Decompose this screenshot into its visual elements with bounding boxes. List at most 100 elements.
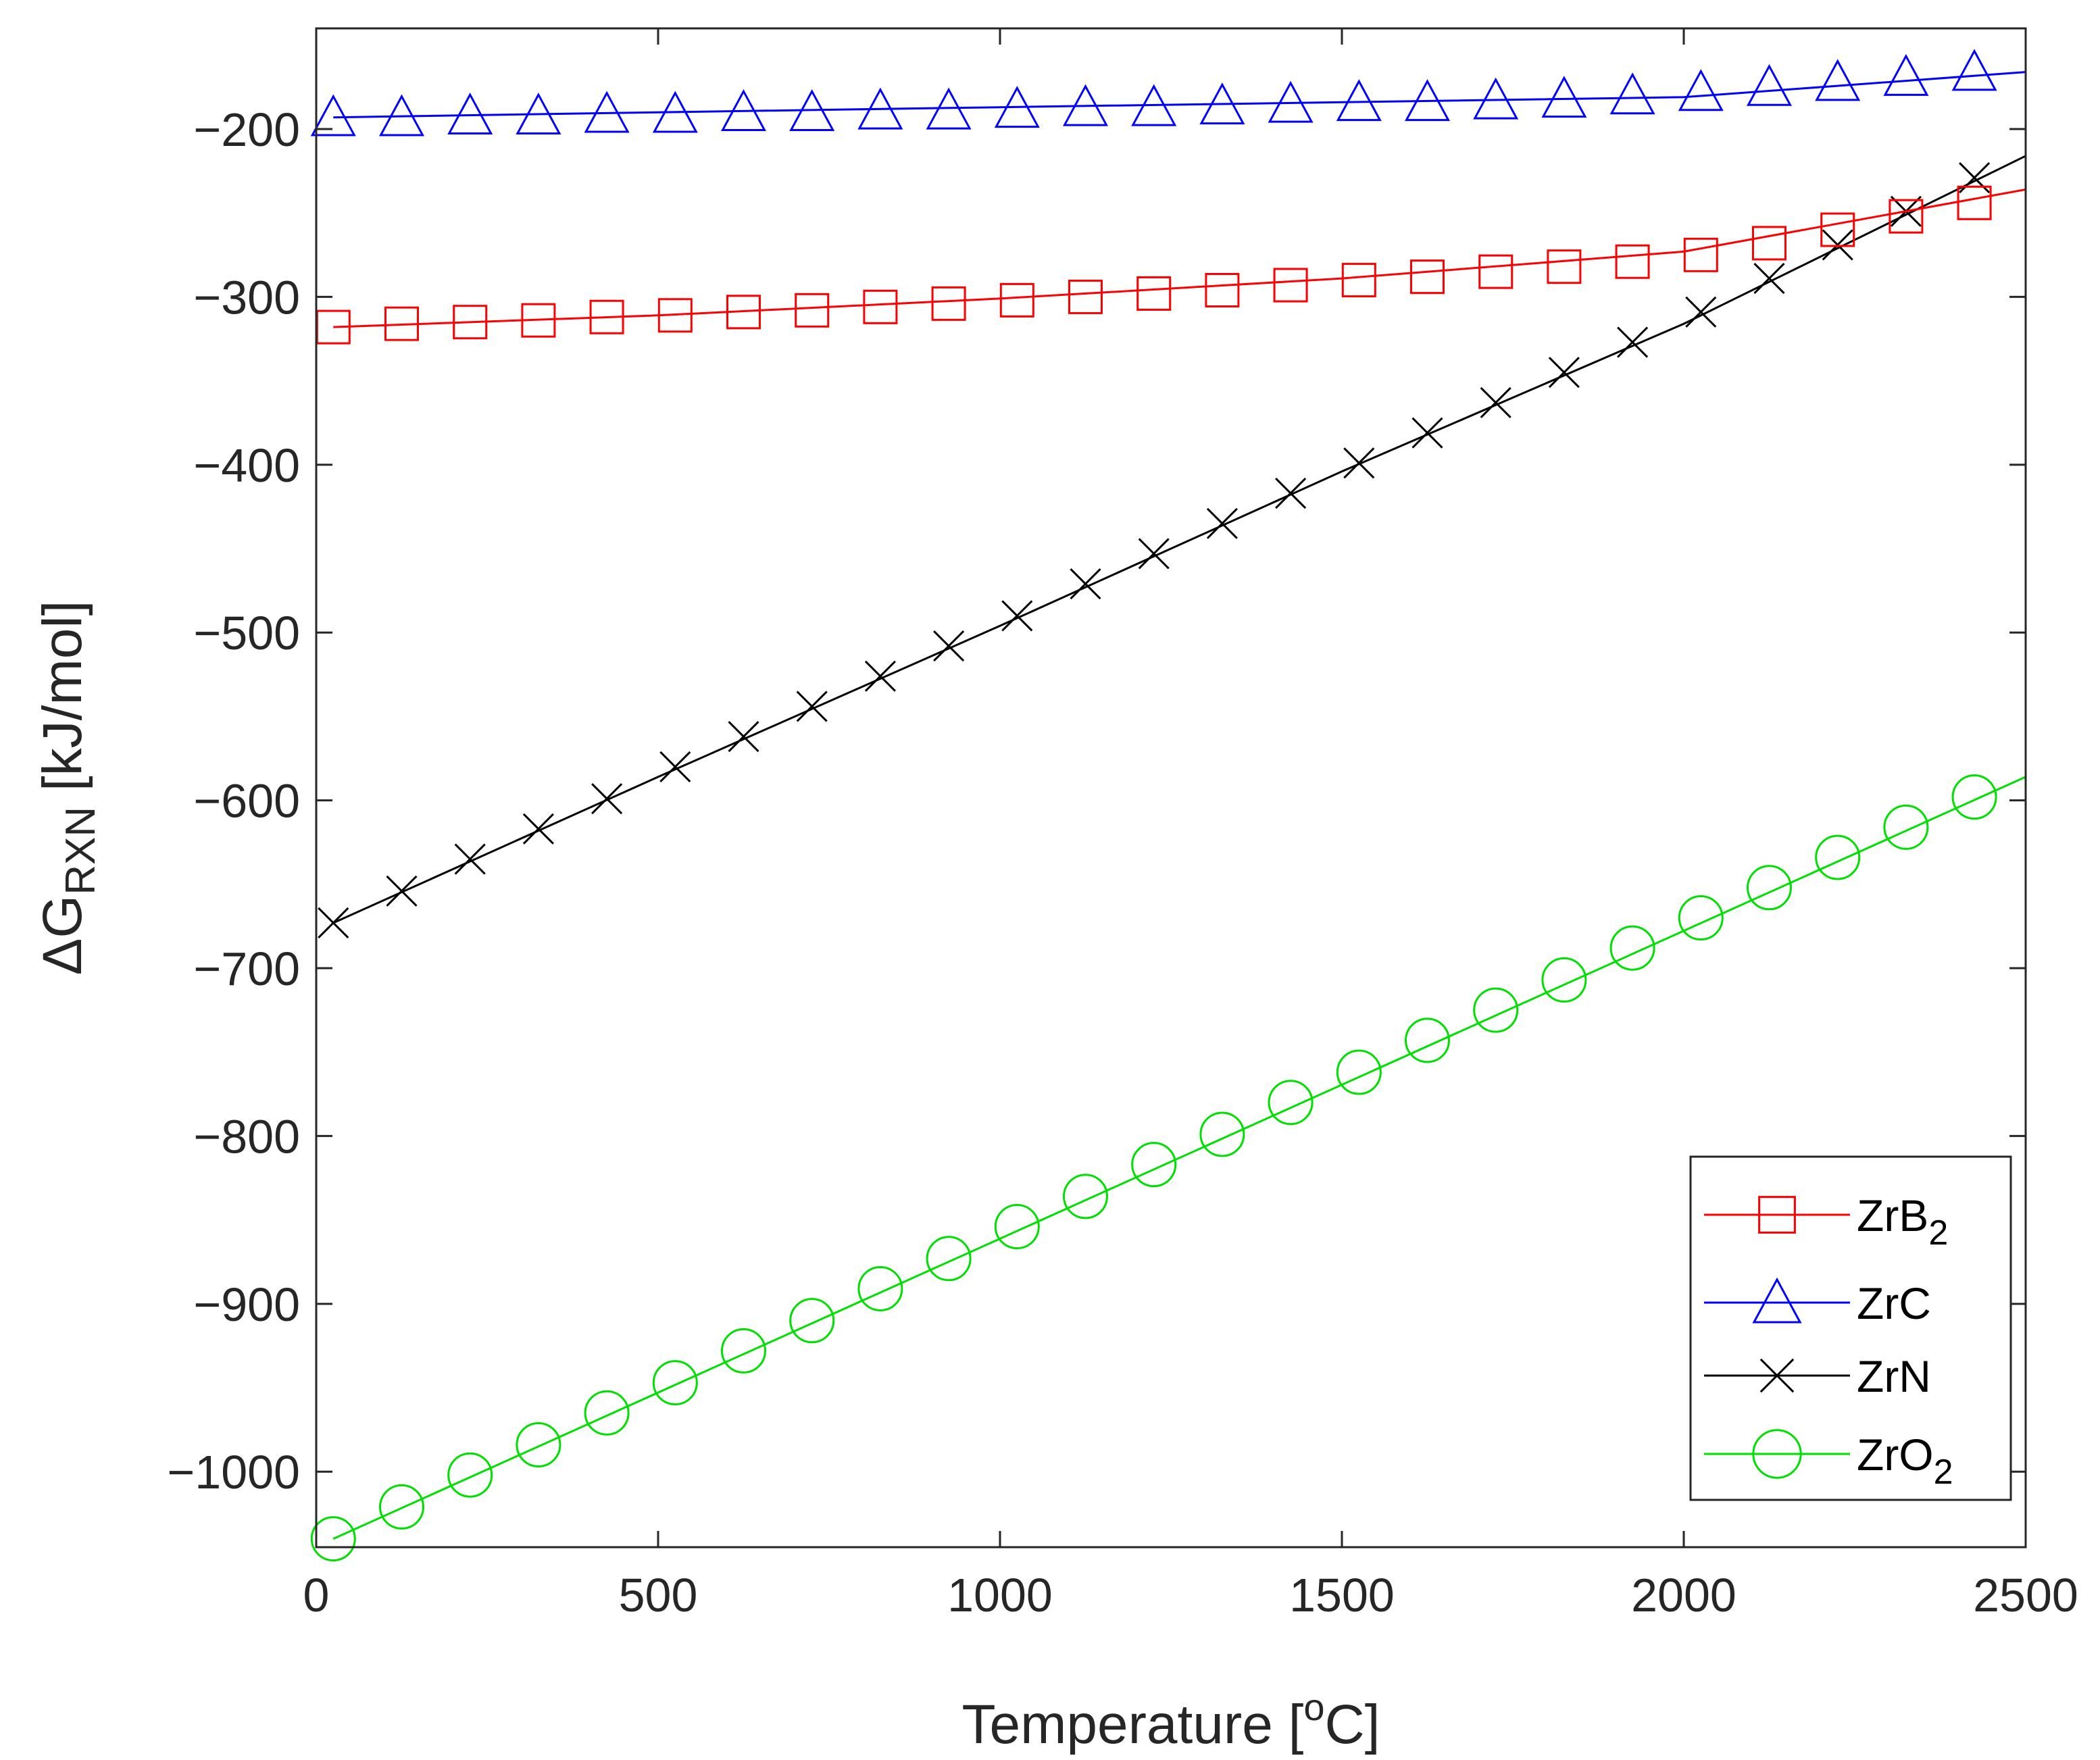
data-point-zrc	[1268, 80, 1314, 123]
data-point-zrn	[1343, 447, 1375, 479]
data-point-zro2	[1883, 804, 1929, 850]
data-point-zrc	[1678, 69, 1724, 111]
data-point-zrn	[933, 630, 965, 662]
data-point-zro2	[789, 1298, 835, 1344]
data-point-zrc	[378, 94, 425, 136]
y-tick-label: −600	[193, 775, 300, 828]
x-tick-label: 0	[303, 1569, 330, 1621]
data-point-zrn	[386, 875, 418, 907]
data-point-zrc	[789, 89, 835, 132]
data-point-zrc	[447, 93, 493, 135]
x-axis-title-tail: C]	[1325, 1694, 1380, 1755]
data-point-zrc	[1336, 79, 1382, 122]
x-axis-title-main: Temperature [	[961, 1694, 1303, 1755]
data-point-zrc	[652, 91, 698, 133]
data-point-zrn	[659, 751, 691, 783]
data-point-zrn	[1617, 326, 1649, 358]
data-point-zro2	[1199, 1111, 1245, 1157]
x-tick-label: 2500	[1973, 1569, 2078, 1621]
x-tick-label: 500	[619, 1569, 698, 1621]
data-point-zrc	[1131, 84, 1177, 126]
data-point-zrn	[1548, 357, 1580, 388]
legend-box	[1689, 1155, 2012, 1501]
data-point-zro2	[379, 1484, 424, 1530]
x-axis-title-sup: o	[1303, 1686, 1324, 1728]
data-point-zrn	[522, 813, 554, 845]
y-axis-title-sub: RXN	[57, 807, 104, 895]
data-point-zrb2	[453, 305, 488, 340]
plot-frame	[315, 27, 2027, 1549]
legend-swatch-marker	[1759, 1358, 1795, 1393]
y-axis-title-main: ΔG	[32, 895, 93, 976]
data-point-zrb2	[657, 298, 693, 333]
data-point-zro2	[1405, 1017, 1450, 1063]
data-point-zro2	[1268, 1080, 1314, 1126]
data-point-zro2	[1815, 834, 1861, 880]
series-zrb2	[316, 185, 2026, 345]
data-point-zrn	[1685, 296, 1717, 328]
data-point-zro2	[1678, 895, 1724, 941]
data-point-zrn	[1411, 417, 1443, 449]
data-point-zrb2	[999, 282, 1034, 318]
legend-swatch-marker	[1752, 1277, 1802, 1324]
data-point-zrn	[1753, 263, 1785, 295]
data-point-zrn	[728, 721, 759, 753]
y-tick-label: −300	[193, 271, 300, 324]
y-tick-label: −900	[193, 1278, 300, 1331]
data-point-zro2	[1747, 865, 1792, 911]
legend-label: ZrB2	[1857, 1190, 1948, 1253]
y-tick-label: −400	[193, 439, 300, 492]
data-point-zrn	[1001, 600, 1033, 632]
data-point-zrn	[1138, 538, 1170, 570]
data-point-zro2	[447, 1452, 493, 1498]
data-point-zro2	[926, 1236, 972, 1282]
data-point-zrb2	[521, 303, 556, 338]
legend-swatch-marker	[1752, 1429, 1802, 1479]
legend-swatch-marker	[1758, 1196, 1796, 1234]
data-point-zrc	[1199, 82, 1245, 125]
data-point-zrb2	[1820, 212, 1855, 247]
data-point-zro2	[584, 1390, 630, 1436]
y-tick-label: −700	[193, 942, 300, 995]
data-point-zrn	[318, 907, 349, 939]
data-point-zro2	[310, 1516, 356, 1562]
data-point-zrb2	[863, 289, 898, 324]
data-point-zro2	[1541, 957, 1587, 1003]
legend: ZrB2 ZrC ZrN ZrO2	[1689, 1155, 2012, 1501]
data-point-zrb2	[1547, 249, 1582, 284]
series-layer	[310, 49, 2026, 1562]
data-point-zrc	[1609, 72, 1655, 115]
data-point-zrb2	[589, 299, 624, 334]
data-point-zrb2	[1752, 226, 1786, 261]
data-point-zrb2	[795, 293, 830, 328]
y-tick-label: −1000	[167, 1446, 300, 1499]
data-point-zrc	[1541, 76, 1587, 118]
legend-label: ZrC	[1857, 1278, 1931, 1328]
data-point-zro2	[857, 1265, 903, 1311]
data-point-zrb2	[1889, 199, 1924, 234]
data-point-zrb2	[1478, 254, 1514, 289]
data-point-zrb2	[1136, 276, 1172, 311]
y-axis-title-tail: [kJ/mol]	[32, 601, 93, 807]
data-point-zrb2	[1957, 185, 1992, 220]
series-zro2	[310, 774, 2026, 1562]
data-point-zrn	[1480, 386, 1511, 418]
data-point-zrc	[1815, 59, 1861, 101]
data-point-zro2	[994, 1204, 1040, 1250]
legend-item-zrc: ZrC	[1704, 1277, 1931, 1328]
data-point-zrc	[720, 89, 767, 132]
data-point-zrn	[796, 690, 828, 722]
data-point-zrc	[1951, 49, 1997, 91]
data-point-zrb2	[384, 306, 419, 341]
data-point-zrc	[1404, 79, 1451, 122]
data-point-zrc	[926, 87, 972, 130]
data-point-zrc	[994, 86, 1040, 128]
data-point-zrb2	[1615, 244, 1650, 279]
data-point-zrn	[1275, 478, 1307, 509]
data-point-zrn	[864, 660, 896, 692]
x-tick-label: 2000	[1631, 1569, 1736, 1621]
data-point-zro2	[1951, 774, 1997, 820]
data-point-zrc	[584, 91, 630, 133]
legend-item-zrn: ZrN	[1704, 1351, 1931, 1401]
